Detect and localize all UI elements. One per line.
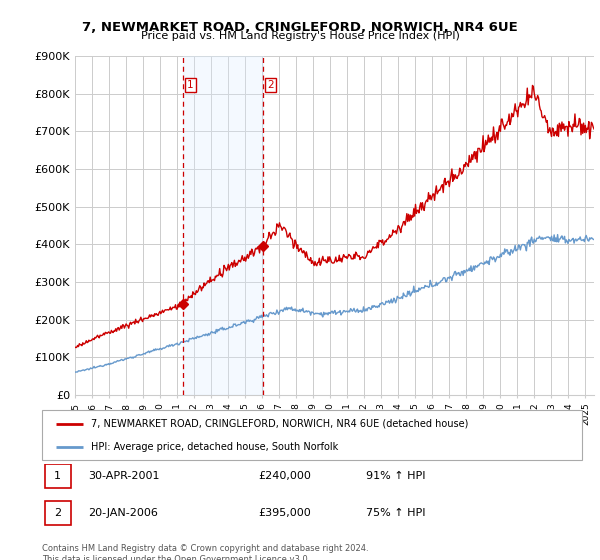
Text: 2: 2: [54, 507, 61, 517]
Text: Contains HM Land Registry data © Crown copyright and database right 2024.
This d: Contains HM Land Registry data © Crown c…: [42, 544, 368, 560]
Text: 1: 1: [54, 471, 61, 481]
Text: 7, NEWMARKET ROAD, CRINGLEFORD, NORWICH, NR4 6UE: 7, NEWMARKET ROAD, CRINGLEFORD, NORWICH,…: [82, 21, 518, 34]
Text: £240,000: £240,000: [258, 471, 311, 481]
Text: 7, NEWMARKET ROAD, CRINGLEFORD, NORWICH, NR4 6UE (detached house): 7, NEWMARKET ROAD, CRINGLEFORD, NORWICH,…: [91, 418, 468, 428]
FancyBboxPatch shape: [45, 501, 71, 525]
Text: 75% ↑ HPI: 75% ↑ HPI: [366, 507, 425, 517]
Text: 2: 2: [267, 80, 274, 90]
Bar: [183, 56, 263, 395]
Text: 20-JAN-2006: 20-JAN-2006: [88, 507, 158, 517]
Text: 1: 1: [187, 80, 194, 90]
FancyBboxPatch shape: [42, 410, 582, 460]
FancyBboxPatch shape: [45, 464, 71, 488]
Text: £395,000: £395,000: [258, 507, 311, 517]
Text: 91% ↑ HPI: 91% ↑ HPI: [366, 471, 425, 481]
Text: HPI: Average price, detached house, South Norfolk: HPI: Average price, detached house, Sout…: [91, 442, 338, 452]
Text: Price paid vs. HM Land Registry's House Price Index (HPI): Price paid vs. HM Land Registry's House …: [140, 31, 460, 41]
Text: 30-APR-2001: 30-APR-2001: [88, 471, 160, 481]
